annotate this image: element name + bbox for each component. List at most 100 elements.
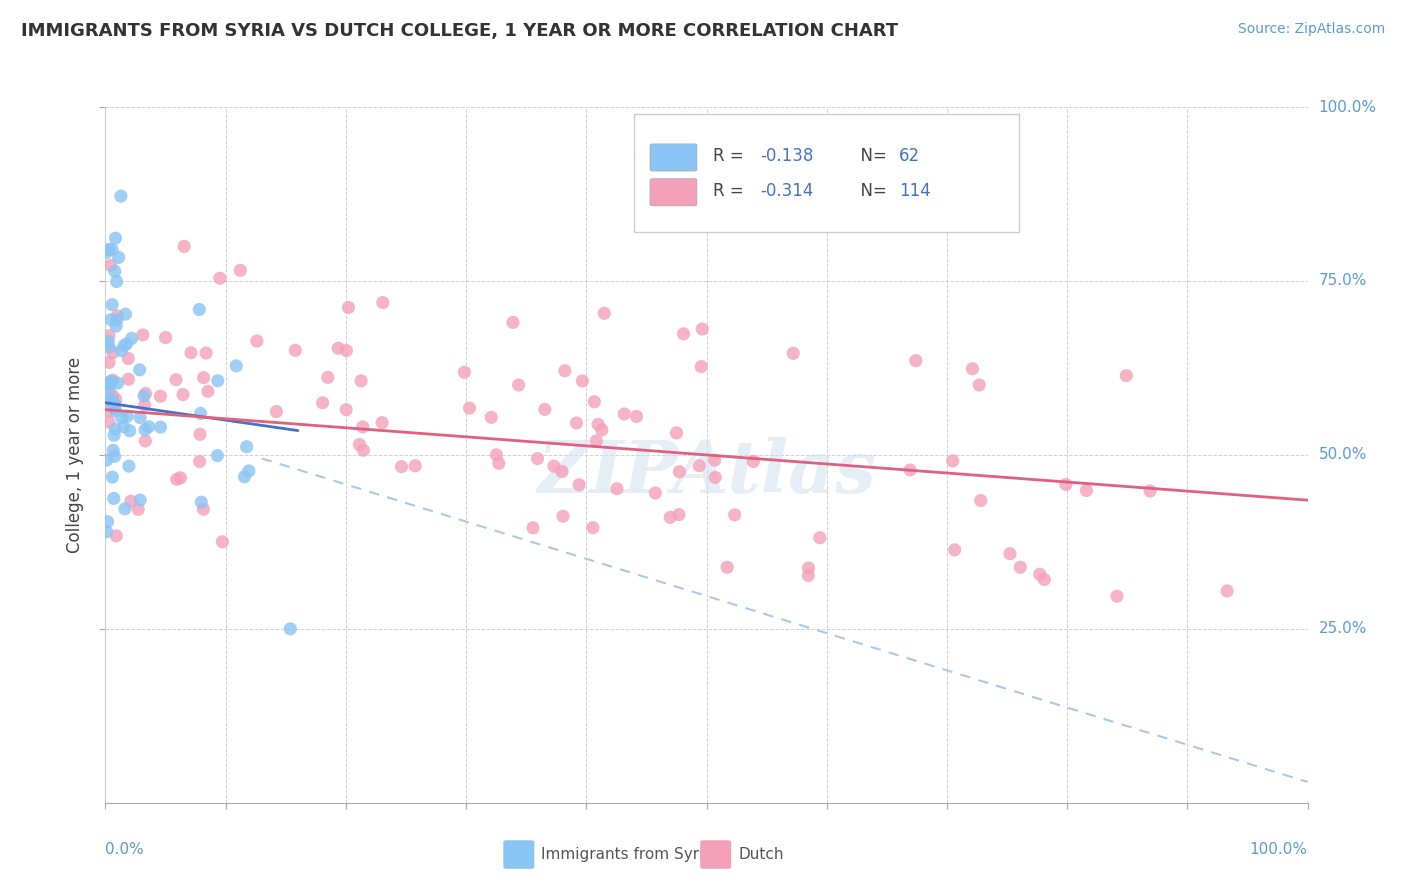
Point — [128, 363, 150, 377]
Point — [672, 326, 695, 341]
Point — [96, 453, 118, 467]
Point — [103, 450, 125, 464]
Point — [508, 378, 530, 392]
Point — [208, 271, 231, 285]
Point — [107, 376, 129, 390]
Point — [967, 378, 990, 392]
Point — [193, 370, 215, 384]
Point — [211, 534, 233, 549]
Point — [808, 531, 831, 545]
Text: 75.0%: 75.0% — [1319, 274, 1367, 288]
FancyBboxPatch shape — [650, 178, 697, 206]
Point — [1076, 483, 1098, 498]
Point — [311, 396, 333, 410]
Point — [742, 454, 765, 468]
Point — [551, 465, 574, 479]
Point — [352, 420, 374, 434]
Point — [105, 313, 128, 327]
Point — [284, 343, 307, 358]
Point — [149, 389, 172, 403]
Point — [134, 423, 156, 437]
Point — [134, 434, 156, 448]
Point — [668, 508, 690, 522]
Point — [782, 346, 804, 360]
Text: Immigrants from Syria: Immigrants from Syria — [541, 847, 713, 862]
Point — [583, 394, 606, 409]
Point — [350, 374, 373, 388]
Point — [335, 343, 357, 358]
Point — [316, 370, 339, 384]
Point — [724, 508, 747, 522]
Text: R =: R = — [713, 182, 748, 200]
Point — [207, 449, 229, 463]
Point — [127, 502, 149, 516]
Text: 0.0%: 0.0% — [105, 842, 145, 856]
Point — [453, 365, 475, 379]
Point — [188, 302, 211, 317]
Point — [101, 395, 124, 409]
Point — [103, 491, 125, 506]
Point — [107, 251, 129, 265]
Point — [100, 375, 122, 389]
Point — [129, 493, 152, 508]
Point — [118, 459, 141, 474]
Text: 25.0%: 25.0% — [1319, 622, 1367, 636]
Point — [98, 375, 121, 389]
Point — [1054, 477, 1077, 491]
Point — [103, 428, 125, 442]
Point — [188, 454, 211, 468]
Point — [173, 239, 195, 253]
Point — [235, 440, 257, 454]
Point — [134, 398, 156, 412]
Point — [207, 374, 229, 388]
Point — [352, 443, 374, 458]
Point — [132, 327, 155, 342]
Point — [526, 451, 548, 466]
Point — [1010, 560, 1032, 574]
Point — [135, 386, 157, 401]
Point — [114, 501, 136, 516]
Point — [96, 245, 118, 260]
Point — [568, 477, 591, 491]
Point — [565, 416, 588, 430]
Point — [585, 434, 607, 448]
Point — [98, 328, 121, 343]
Point — [522, 521, 544, 535]
Point — [904, 353, 927, 368]
Point — [117, 351, 139, 366]
Point — [458, 401, 481, 415]
Text: IMMIGRANTS FROM SYRIA VS DUTCH COLLEGE, 1 YEAR OR MORE CORRELATION CHART: IMMIGRANTS FROM SYRIA VS DUTCH COLLEGE, … — [21, 22, 898, 40]
Point — [1029, 567, 1052, 582]
Point — [238, 464, 260, 478]
Point — [391, 459, 413, 474]
Point — [704, 470, 727, 484]
Point — [104, 404, 127, 418]
Point — [233, 470, 256, 484]
FancyBboxPatch shape — [650, 144, 697, 171]
Point — [180, 345, 202, 359]
Point — [193, 502, 215, 516]
Point — [111, 410, 134, 425]
Point — [371, 295, 394, 310]
Point — [665, 425, 688, 440]
Point — [690, 322, 713, 336]
Point — [103, 401, 125, 415]
Text: 100.0%: 100.0% — [1250, 842, 1308, 856]
Point — [97, 243, 120, 257]
Point — [104, 264, 127, 278]
Point — [98, 415, 121, 429]
Point — [98, 340, 121, 354]
Point — [797, 561, 820, 575]
Point — [110, 189, 132, 203]
Point — [962, 361, 984, 376]
Point — [166, 472, 188, 486]
FancyBboxPatch shape — [634, 114, 1019, 232]
Point — [97, 384, 120, 398]
Point — [266, 404, 288, 418]
Point — [606, 482, 628, 496]
Point — [1216, 583, 1239, 598]
Text: ZIPAtlas: ZIPAtlas — [537, 437, 876, 508]
Point — [190, 495, 212, 509]
Point — [335, 402, 357, 417]
Point — [225, 359, 247, 373]
